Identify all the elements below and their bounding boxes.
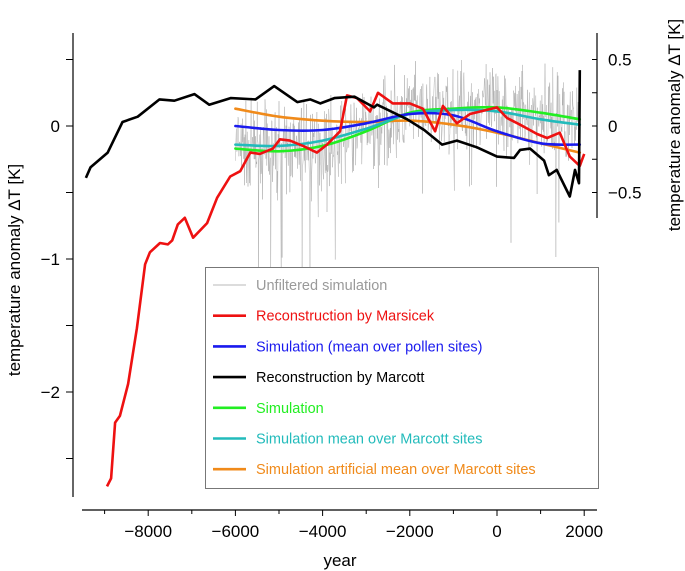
- right-y-tick-label: 0.5: [608, 51, 632, 70]
- x-tick-label: −8000: [124, 522, 172, 541]
- legend-label-simulation-mean-over-marcott-sites: Simulation mean over Marcott sites: [256, 432, 482, 448]
- right-y-axis: 0.5 0 −0.5: [592, 33, 642, 218]
- left-y-tick-label: 0: [51, 117, 60, 136]
- x-axis-title: year: [323, 551, 356, 570]
- simulation-mean-over-pollen-sites-line: [234, 111, 582, 146]
- reconstruction-by-marcott-line: [84, 70, 582, 198]
- x-tick-label: −4000: [299, 522, 347, 541]
- x-tick-label: 0: [492, 522, 501, 541]
- x-axis: −8000 −6000 −4000 −2000 0 2000: [82, 509, 603, 541]
- legend-label-unfiltered-simulation: Unfiltered simulation: [256, 278, 387, 294]
- left-y-tick-label: −2: [41, 383, 60, 402]
- left-y-axis: 0 −1 −2: [41, 33, 74, 497]
- x-tick-label: −6000: [212, 522, 260, 541]
- legend-label-reconstruction-by-marsicek: Reconstruction by Marsicek: [256, 309, 435, 325]
- right-y-tick-label: 0: [608, 117, 617, 136]
- right-y-tick-label: −0.5: [608, 184, 642, 203]
- legend-label-simulation-mean-over-pollen-sites: Simulation (mean over pollen sites): [256, 339, 482, 355]
- legend: Unfiltered simulation Reconstruction by M…: [205, 267, 599, 489]
- right-y-axis-title: temperature anomaly ΔT [K]: [665, 19, 684, 231]
- left-y-tick-label: −1: [41, 250, 60, 269]
- legend-label-simulation: Simulation: [256, 401, 324, 417]
- x-tick-label: 2000: [565, 522, 603, 541]
- legend-label-reconstruction-by-marcott: Reconstruction by Marcott: [256, 370, 424, 386]
- series-lines: [84, 70, 586, 487]
- left-y-axis-title: temperature anomaly ΔT [K]: [5, 164, 24, 376]
- reconstruction-by-marsicek-line: [105, 91, 586, 487]
- x-tick-label: −2000: [386, 522, 434, 541]
- legend-label-simulation-artificial-mean-over-marcott-sites: Simulation artificial mean over Marcott …: [256, 462, 536, 478]
